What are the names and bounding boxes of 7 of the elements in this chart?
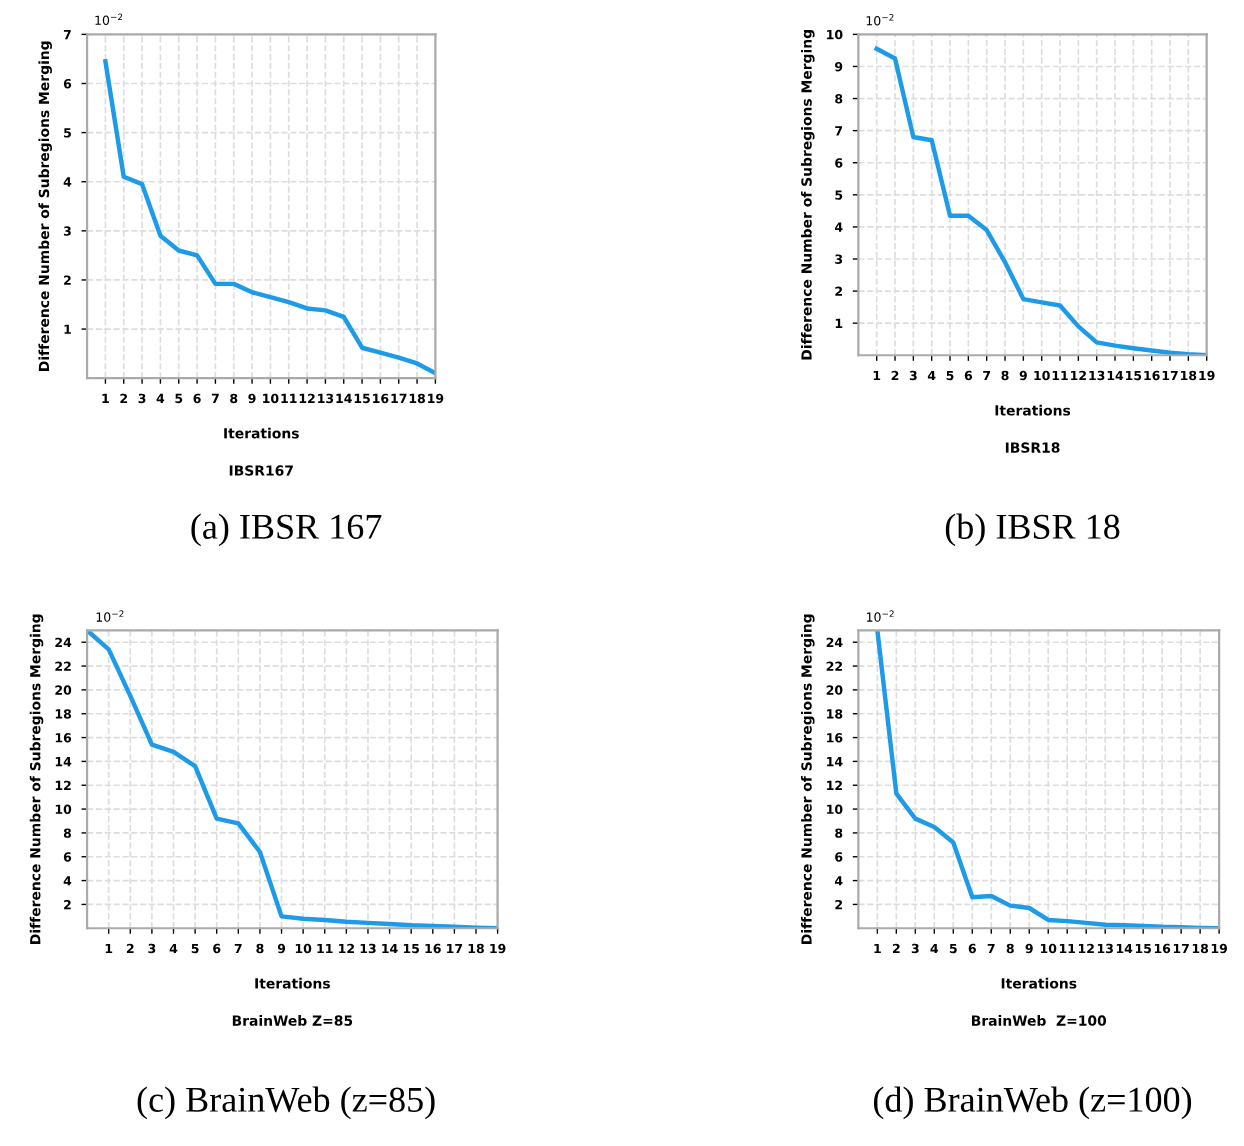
text: (b) IBSR 18 <box>945 513 1120 547</box>
text: (d) BrainWeb (z=100) <box>873 1086 1192 1120</box>
text: (a) IBSR 167 <box>191 513 382 547</box>
line-series <box>103 59 436 376</box>
text: (c) BrainWeb (z=85) <box>137 1086 435 1120</box>
line-series <box>87 630 498 929</box>
line-series <box>874 46 1207 356</box>
